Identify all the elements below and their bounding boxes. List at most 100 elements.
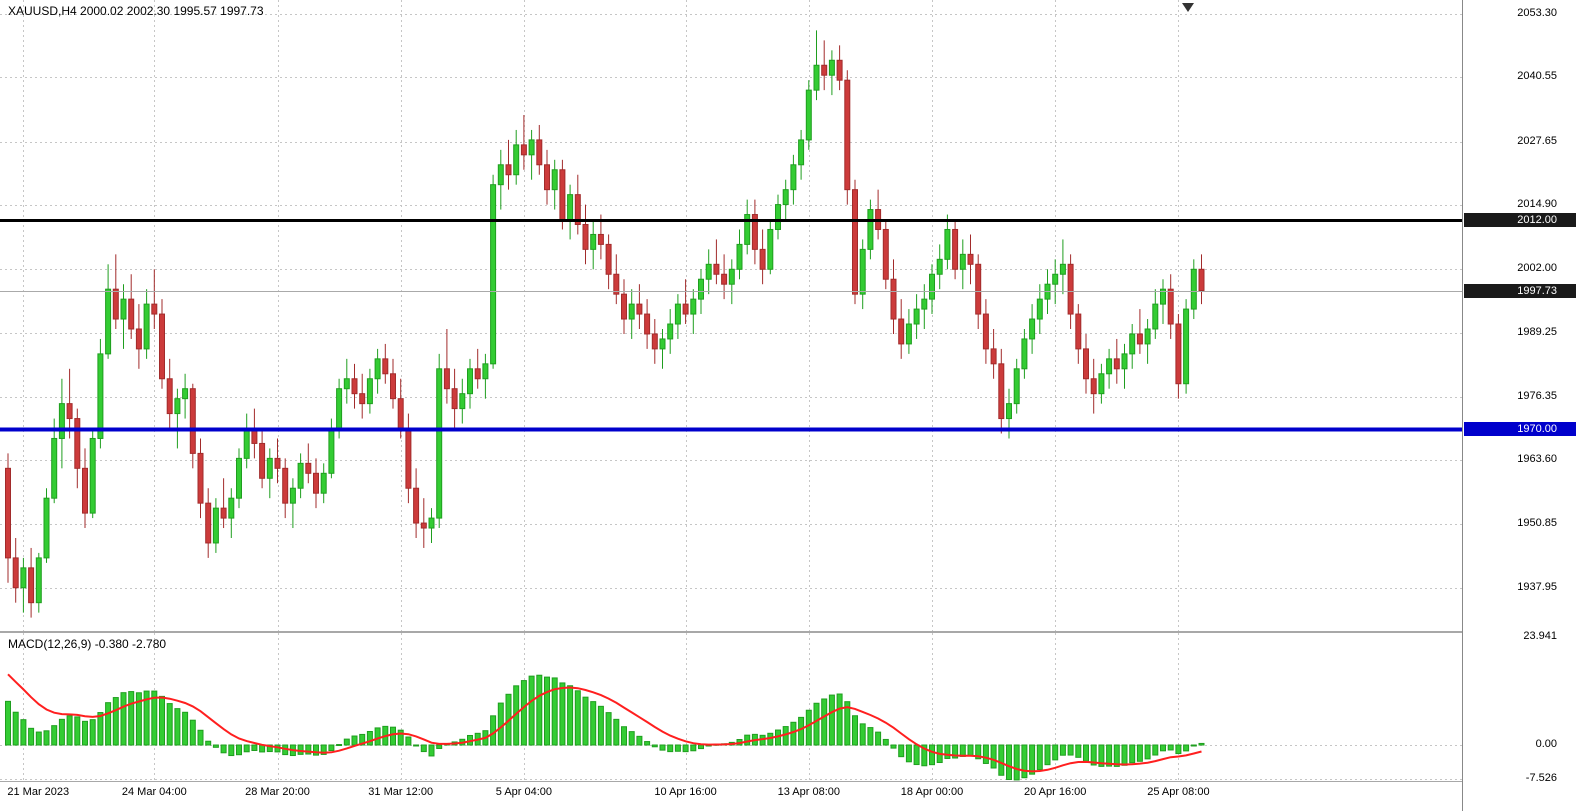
- candle-up: [467, 358, 473, 409]
- macd-histogram-bar: [659, 744, 666, 751]
- time-tick-label: 24 Mar 04:00: [121, 786, 187, 798]
- candle-up: [1183, 299, 1190, 394]
- macd-histogram-bar: [967, 744, 974, 757]
- candle-down: [582, 204, 589, 265]
- candle-up: [35, 552, 42, 613]
- macd-histogram-bar: [1160, 744, 1166, 752]
- candle-down: [844, 70, 851, 205]
- macd-histogram-bar: [390, 726, 396, 746]
- macd-histogram-bar: [166, 703, 173, 746]
- candle-down: [644, 299, 651, 349]
- macd-histogram-bar: [305, 744, 312, 755]
- candle-down: [443, 328, 450, 404]
- candle-down: [135, 304, 142, 369]
- candle-up: [913, 294, 920, 339]
- candle-up: [736, 229, 743, 280]
- candle-up: [1052, 259, 1059, 305]
- macd-histogram-bar: [5, 700, 11, 746]
- pane-separator[interactable]: [0, 631, 1576, 633]
- macd-histogram-bar: [112, 697, 119, 746]
- macd-plot[interactable]: [0, 633, 1462, 781]
- macd-histogram-bar: [212, 744, 219, 748]
- main-plot[interactable]: [0, 0, 1462, 631]
- time-tick-label: 25 Apr 08:00: [1147, 786, 1210, 798]
- candle-down: [159, 299, 165, 389]
- macd-histogram-bar: [744, 734, 751, 746]
- price-tag-2012.00: 2012.00: [1464, 212, 1576, 227]
- candle-down: [621, 279, 627, 334]
- macd-histogram-bar: [128, 691, 135, 746]
- price-tick: 1963.60: [1517, 453, 1557, 466]
- macd-histogram-bar: [397, 729, 404, 746]
- macd-indicator-label: MACD(12,26,9) -0.380 -2.780: [8, 637, 167, 651]
- macd-histogram-bar: [597, 705, 604, 746]
- candle-down: [197, 438, 204, 519]
- candle-down: [66, 368, 73, 439]
- macd-histogram-bar: [405, 736, 412, 746]
- candle-up: [51, 418, 58, 504]
- macd-histogram-bar: [1052, 744, 1059, 761]
- macd-histogram-bar: [1198, 742, 1205, 746]
- candle-up: [782, 179, 789, 220]
- candle-down: [189, 383, 196, 469]
- candle-down: [220, 478, 227, 529]
- candle-up: [513, 129, 520, 185]
- macd-histogram-bar: [120, 692, 127, 746]
- candle-up: [120, 284, 127, 349]
- candle-up: [628, 289, 635, 339]
- candle-down: [474, 348, 481, 389]
- candle-down: [721, 254, 728, 300]
- macd-histogram-bar: [605, 712, 612, 746]
- macd-histogram-bar: [1067, 744, 1074, 756]
- candle-up: [1129, 324, 1136, 369]
- macd-histogram-bar: [1144, 744, 1151, 760]
- macd-histogram-bar: [805, 709, 812, 746]
- candle-down: [166, 358, 173, 429]
- macd-histogram-bar: [436, 744, 443, 749]
- time-tick-label: 31 Mar 12:00: [368, 786, 434, 798]
- macd-histogram-bar: [143, 690, 150, 746]
- candle-down: [597, 214, 604, 260]
- candle-up: [297, 453, 304, 499]
- macd-histogram-bar: [544, 676, 550, 746]
- candle-down: [205, 488, 212, 558]
- macd-histogram-bar: [336, 744, 343, 747]
- candle-up: [790, 154, 797, 205]
- macd-histogram-bar: [644, 741, 651, 746]
- candle-up: [105, 264, 112, 359]
- candle-up: [1021, 328, 1028, 379]
- candle-down: [274, 438, 281, 484]
- candle-up: [828, 50, 835, 96]
- candle-down: [682, 279, 689, 325]
- macd-histogram-bar: [613, 718, 620, 746]
- time-scale[interactable]: 21 Mar 2023 24 Mar 04:00 28 Mar 20:00 31 Ma…: [0, 782, 1462, 811]
- candle-up: [428, 508, 435, 543]
- macd-histogram-bar: [12, 711, 19, 746]
- macd-histogram-bar: [1183, 744, 1190, 752]
- macd-histogram-bar: [236, 744, 242, 756]
- candle-down: [836, 45, 843, 91]
- macd-histogram-bar: [189, 719, 196, 746]
- candle-down: [982, 299, 989, 364]
- macd-histogram-bar: [859, 723, 866, 746]
- macd-histogram-bar: [998, 744, 1005, 776]
- macd-histogram-bar: [582, 696, 589, 746]
- macd-histogram-bar: [428, 744, 435, 757]
- candle-up: [289, 478, 296, 529]
- price-tick: 1937.95: [1517, 581, 1557, 593]
- macd-histogram-bar: [343, 738, 350, 746]
- candle-down: [405, 413, 412, 504]
- macd-histogram-bar: [497, 702, 504, 746]
- candle-down: [759, 229, 766, 285]
- candle-up: [459, 378, 466, 424]
- time-tick-label: 28 Mar 20:00: [245, 786, 310, 798]
- candle-down: [1167, 274, 1174, 339]
- candle-up: [921, 284, 928, 329]
- indicator-tick: 23.941: [1523, 630, 1557, 642]
- macd-histogram-bar: [551, 677, 558, 746]
- candle-down: [544, 149, 550, 205]
- candle-up: [567, 184, 574, 240]
- chart-shift-marker[interactable]: [1182, 3, 1194, 12]
- price-scale[interactable]: 2053.30 2040.55 2027.65 2014.90 2002.00 1989.…: [1462, 0, 1576, 811]
- candle-down: [282, 458, 289, 519]
